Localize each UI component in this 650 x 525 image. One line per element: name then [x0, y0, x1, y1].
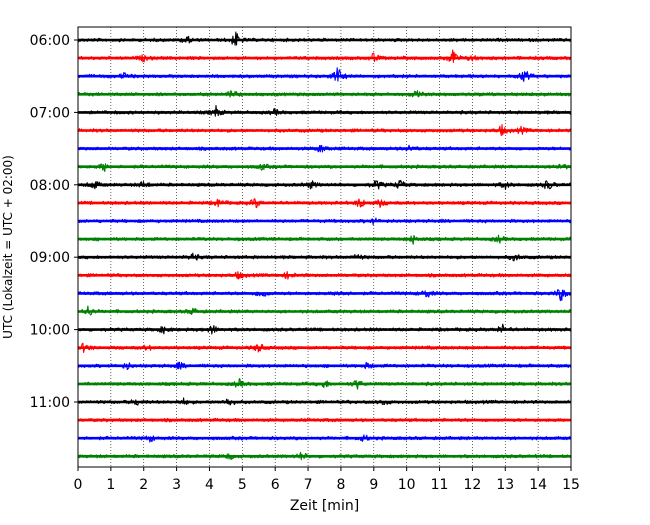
x-tick-label: 1 [106, 477, 115, 493]
x-tick-label: 8 [336, 477, 345, 493]
x-tick-label: 7 [304, 477, 313, 493]
seismic-trace [77, 31, 572, 46]
y-tick-label: 07:00 [30, 105, 70, 121]
x-tick-label: 4 [205, 477, 214, 493]
x-tick-label: 11 [431, 477, 449, 493]
x-tick-label: 9 [369, 477, 378, 493]
x-tick-label: 3 [172, 477, 181, 493]
trace-layer [77, 31, 572, 461]
x-tick-label: 14 [529, 477, 547, 493]
y-tick-label: 08:00 [30, 178, 70, 194]
x-axis-ticks: 0 1 2 3 4 5 6 7 8 9 10 11 12 13 14 15 [74, 467, 580, 493]
x-tick-label: 12 [463, 477, 481, 493]
y-tick-label: 09:00 [30, 250, 70, 266]
seismic-trace [77, 289, 572, 302]
grid-layer [110, 27, 539, 467]
y-tick-label: 11:00 [30, 395, 70, 411]
x-axis-label: Zeit [min] [290, 498, 359, 514]
plot-frame [77, 26, 572, 468]
seismic-trace [77, 49, 572, 63]
seismic-trace [77, 67, 572, 82]
x-tick-label: 0 [74, 477, 83, 493]
x-tick-label: 13 [496, 477, 514, 493]
seismic-trace [77, 104, 572, 117]
x-tick-label: 2 [139, 477, 148, 493]
x-tick-label: 5 [238, 477, 247, 493]
x-tick-label: 10 [398, 477, 416, 493]
y-tick-label: 10:00 [30, 323, 70, 339]
x-tick-label: 15 [562, 477, 580, 493]
y-tick-label: 06:00 [30, 33, 70, 49]
x-tick-label: 6 [271, 477, 280, 493]
y-axis-label: UTC (Lokalzeit = UTC + 02:00) [1, 155, 15, 339]
y-axis-ticks: 06:00 07:00 08:00 09:00 10:00 11:00 [30, 33, 78, 411]
